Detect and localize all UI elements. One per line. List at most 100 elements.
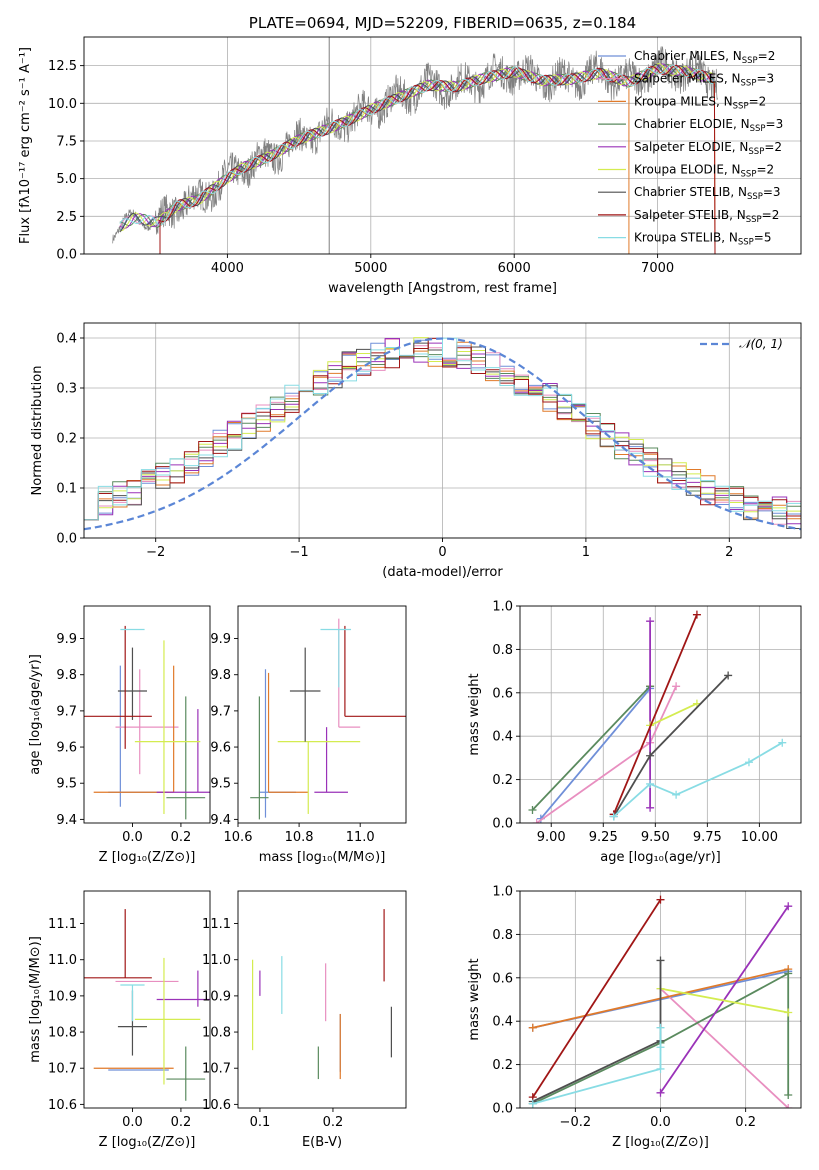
x-tick-label: 5000 <box>354 261 387 276</box>
y-tick-label: 10.8 <box>202 1026 231 1041</box>
y-tick-label: 11.1 <box>202 917 231 932</box>
chart-title: PLATE=0694, MJD=52209, FIBERID=0635, z=0… <box>249 14 636 32</box>
weight-marker <box>646 779 655 788</box>
x-axis-label: age [log₁₀(age/yr)] <box>600 850 721 865</box>
plot-area-residuals <box>84 323 801 538</box>
weight-line <box>532 971 790 1105</box>
x-tick-label: 0.2 <box>171 1115 192 1130</box>
weight-marker <box>646 751 655 760</box>
weight-marker <box>724 671 733 680</box>
gaussian-curve <box>84 337 801 531</box>
weight-marker <box>784 902 793 911</box>
legend-entry: 𝒩(0, 1) <box>739 337 783 351</box>
x-axis-label: Z [log₁₀(Z/Z⊙)] <box>612 1135 709 1150</box>
weight-line <box>540 687 651 820</box>
x-tick-label: 10.8 <box>285 830 314 845</box>
x-tick-label: 9.75 <box>693 830 722 845</box>
y-tick-label: 0.4 <box>56 332 77 347</box>
y-tick-label: 9.9 <box>56 632 77 647</box>
legend-entry: Chabrier ELODIE, NSSP=3 <box>634 117 783 134</box>
plot-area-age_vs_Z <box>84 625 210 820</box>
x-tick-label: 0.1 <box>250 1115 271 1130</box>
weight-marker <box>778 738 787 747</box>
weight-line-salpeter-elodie <box>646 617 655 812</box>
x-axis-label: mass [log₁₀(M/M⊙)] <box>259 850 386 865</box>
weight-marker <box>656 956 665 965</box>
plot-area-weight_vs_age <box>520 606 801 823</box>
y-tick-label: 10.7 <box>202 1062 231 1077</box>
y-tick-label: 0.2 <box>56 432 77 447</box>
y-tick-label: 0.2 <box>492 773 513 788</box>
y-tick-label: 2.5 <box>56 210 77 225</box>
errorbar-salpeter-stelib <box>344 625 406 717</box>
weight-marker <box>528 805 537 814</box>
errorbar-kroupa-miles <box>267 672 309 793</box>
axes-frame <box>83 890 211 1109</box>
weight-marker <box>656 1043 665 1052</box>
y-tick-label: 0.8 <box>492 928 513 943</box>
weight-marker <box>672 682 681 691</box>
x-tick-label: 11.0 <box>346 830 375 845</box>
y-tick-label: 0.4 <box>492 1015 513 1030</box>
y-tick-label: 9.5 <box>56 777 77 792</box>
weight-line <box>532 1027 662 1105</box>
weight-line <box>659 905 789 1094</box>
y-tick-label: 0.0 <box>492 1102 513 1117</box>
x-tick-label: 9.25 <box>589 830 618 845</box>
errorbar-salpeter-stelib <box>84 625 152 749</box>
weight-marker <box>532 819 541 823</box>
weight-marker <box>528 1023 537 1032</box>
x-tick-label: −0.2 <box>560 1115 592 1130</box>
legend: Chabrier MILES, NSSP=2 Salpeter MILES, NS… <box>598 49 783 248</box>
x-tick-label: 0.2 <box>323 1115 344 1130</box>
plot-area-mass_vs_EBV <box>252 909 392 1080</box>
y-tick-label: 9.8 <box>56 668 77 683</box>
weight-marker <box>784 1090 793 1099</box>
model-line-kroupa-elodie <box>119 62 714 232</box>
y-tick-label: 9.4 <box>56 813 77 828</box>
y-tick-label: 10.9 <box>202 989 231 1004</box>
weight-marker <box>609 812 618 821</box>
y-tick-label: 10.8 <box>48 1026 77 1041</box>
y-tick-label: 10.6 <box>202 1098 231 1113</box>
x-tick-label: 4000 <box>211 261 244 276</box>
x-tick-label: 10.00 <box>741 830 778 845</box>
x-tick-label: 0.0 <box>122 830 143 845</box>
y-tick-label: 10.7 <box>48 1062 77 1077</box>
weight-marker <box>784 1008 793 1017</box>
weight-line-salpeter-stelib <box>528 895 665 1102</box>
chart-age_vs_Z: 0.0 0.2 9.4 9.5 9.6 9.7 9.8 9.9 Z [log₁₀(Z/Z⊙)] a… <box>28 605 211 865</box>
plot-area-mass_vs_Z <box>84 909 210 1101</box>
y-tick-label: 9.4 <box>210 813 231 828</box>
weight-marker <box>656 895 665 904</box>
weight-line-salpeter-elodie <box>656 902 793 1097</box>
chart-age_vs_mass: 10.6 10.8 11.0 9.4 9.5 9.6 9.7 9.8 9.9 mass [log₁… <box>210 605 407 865</box>
weight-marker <box>784 1104 793 1108</box>
errorbar-kroupa-stelib <box>120 984 145 1022</box>
errorbar-kroupa-elodie <box>134 957 201 1085</box>
weight-line <box>612 614 698 815</box>
errorbar-salpeter-miles <box>115 669 179 775</box>
y-tick-label: 9.5 <box>210 777 231 792</box>
y-tick-label: 0.1 <box>56 482 77 497</box>
axes-frame <box>83 36 802 255</box>
chart-mass_vs_Z: 0.0 0.2 10.6 10.7 10.8 10.9 11.0 11.1 Z [log₁₀(Z… <box>28 890 211 1150</box>
y-tick-label: 0.0 <box>56 532 77 547</box>
errorbar-chabrier-stelib <box>117 647 147 720</box>
y-tick-label: 0.2 <box>492 1058 513 1073</box>
y-tick-label: 10.0 <box>48 97 77 112</box>
y-tick-label: 9.6 <box>210 741 231 756</box>
x-axis-label: (data-model)/error <box>382 565 503 580</box>
spectrum-data-line <box>112 46 718 244</box>
weight-marker <box>646 803 655 812</box>
legend-entry: Kroupa MILES, NSSP=2 <box>634 94 766 111</box>
x-tick-label: −2 <box>146 545 165 560</box>
y-tick-label: 11.1 <box>48 917 77 932</box>
x-axis-label: Z [log₁₀(Z/Z⊙)] <box>99 850 196 865</box>
y-tick-label: 11.0 <box>48 953 77 968</box>
y-tick-label: 12.5 <box>48 59 77 74</box>
weight-marker <box>672 790 681 799</box>
x-tick-label: 0 <box>438 545 446 560</box>
x-tick-label: −1 <box>290 545 309 560</box>
y-tick-label: 9.6 <box>56 741 77 756</box>
